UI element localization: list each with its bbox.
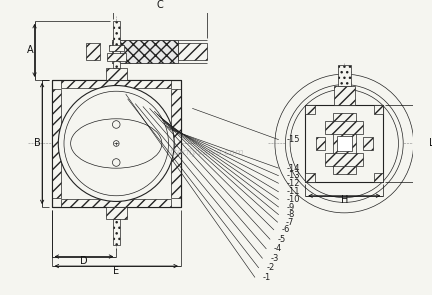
Text: -5: -5 (278, 235, 286, 244)
Text: -15: -15 (286, 135, 300, 144)
Bar (106, 68, 127, 80)
Text: ButterflyValve.com: ButterflyValve.com (159, 148, 245, 158)
Bar (106, 207, 127, 219)
Circle shape (112, 121, 120, 128)
Bar (86, 43, 100, 60)
Text: -14: -14 (286, 164, 300, 173)
Circle shape (58, 86, 174, 201)
Text: -8: -8 (286, 210, 295, 219)
Bar (333, 113, 356, 174)
Text: E: E (113, 266, 119, 276)
Bar (52, 89, 61, 198)
Bar (172, 89, 181, 198)
Text: -6: -6 (282, 225, 290, 235)
Bar (107, 53, 126, 61)
Bar (334, 86, 355, 104)
Bar (109, 45, 124, 51)
Circle shape (112, 159, 120, 166)
Bar (61, 199, 172, 207)
Text: L: L (429, 138, 432, 148)
Circle shape (64, 91, 168, 196)
Text: C: C (156, 0, 163, 10)
Text: -3: -3 (270, 254, 279, 263)
Bar (113, 219, 120, 245)
Bar (325, 153, 363, 166)
Text: -13: -13 (286, 171, 300, 180)
Text: -7: -7 (286, 218, 294, 227)
Bar (305, 104, 383, 182)
Circle shape (275, 74, 414, 213)
Bar (178, 43, 206, 60)
Bar (305, 173, 315, 182)
Bar (325, 121, 363, 134)
Text: -2: -2 (267, 263, 275, 273)
Text: D: D (80, 256, 88, 266)
Text: -11: -11 (286, 187, 300, 196)
Text: B: B (34, 138, 41, 148)
Bar (305, 104, 315, 114)
Text: -1: -1 (263, 273, 271, 282)
Circle shape (290, 89, 398, 198)
Bar (338, 65, 351, 86)
Bar (113, 21, 120, 68)
Text: H: H (340, 196, 348, 206)
Bar (52, 80, 181, 207)
Circle shape (280, 79, 409, 208)
Text: -4: -4 (274, 245, 282, 253)
Text: -9: -9 (286, 203, 295, 212)
Text: A: A (26, 45, 33, 55)
Bar (374, 173, 383, 182)
Bar (316, 137, 325, 150)
Circle shape (114, 141, 119, 146)
Text: -10: -10 (286, 195, 300, 204)
Text: -12: -12 (286, 179, 300, 188)
Bar (363, 137, 373, 150)
Bar (337, 136, 352, 151)
Bar (111, 40, 178, 63)
Circle shape (286, 85, 403, 202)
Bar (61, 80, 172, 88)
Bar (374, 104, 383, 114)
